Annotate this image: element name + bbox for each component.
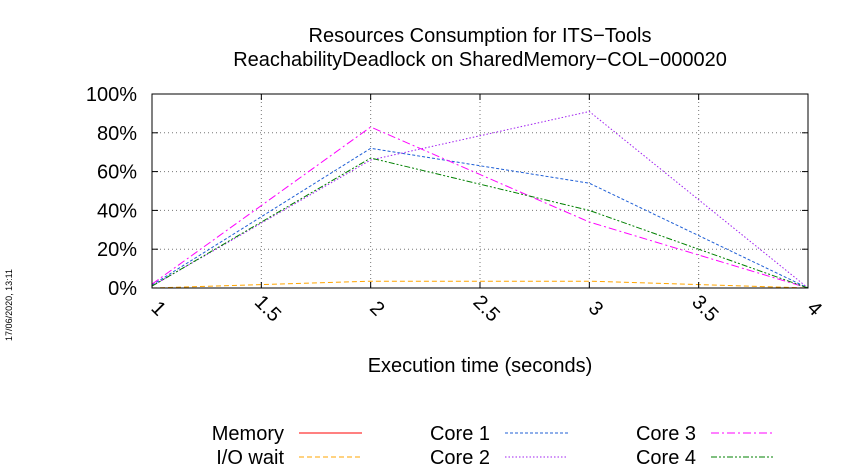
series-line — [151, 147, 809, 289]
legend-label: Memory — [212, 423, 284, 445]
series-line — [151, 157, 809, 289]
x-tick-label: 2 — [365, 297, 388, 320]
y-axis: 0% 20% 40% 60% 80% 100% — [86, 84, 808, 300]
y-tick-label: 100% — [86, 84, 137, 106]
chart-title: Resources Consumption for ITS−Tools — [309, 25, 652, 47]
y-tick-label: 60% — [97, 162, 137, 184]
x-tick-label: 1 — [147, 297, 170, 320]
legend-label: Core 4 — [636, 447, 696, 469]
x-tick-label: 2.5 — [469, 291, 504, 326]
legend-label: Core 2 — [430, 447, 490, 469]
y-tick-label: 0% — [108, 278, 137, 300]
series-line — [151, 110, 809, 289]
legend-label: Core 1 — [430, 423, 490, 445]
series-layer — [151, 110, 809, 289]
y-tick-label: 20% — [97, 239, 137, 261]
x-tick-label: 3.5 — [687, 291, 722, 326]
grid — [152, 94, 808, 288]
x-tick-label: 1.5 — [250, 291, 285, 326]
y-tick-label: 80% — [97, 123, 137, 145]
timestamp: 17/06/2020, 13:11 — [4, 269, 14, 341]
x-tick-label: 3 — [584, 297, 607, 320]
legend-label: Core 3 — [636, 423, 696, 445]
chart-subtitle: ReachabilityDeadlock on SharedMemory−COL… — [233, 49, 727, 71]
y-tick-label: 40% — [97, 200, 137, 222]
x-axis-label: Execution time (seconds) — [368, 355, 593, 377]
series-line — [151, 126, 809, 289]
legend-label: I/O wait — [216, 447, 284, 469]
x-tick-label: 4 — [803, 297, 826, 320]
